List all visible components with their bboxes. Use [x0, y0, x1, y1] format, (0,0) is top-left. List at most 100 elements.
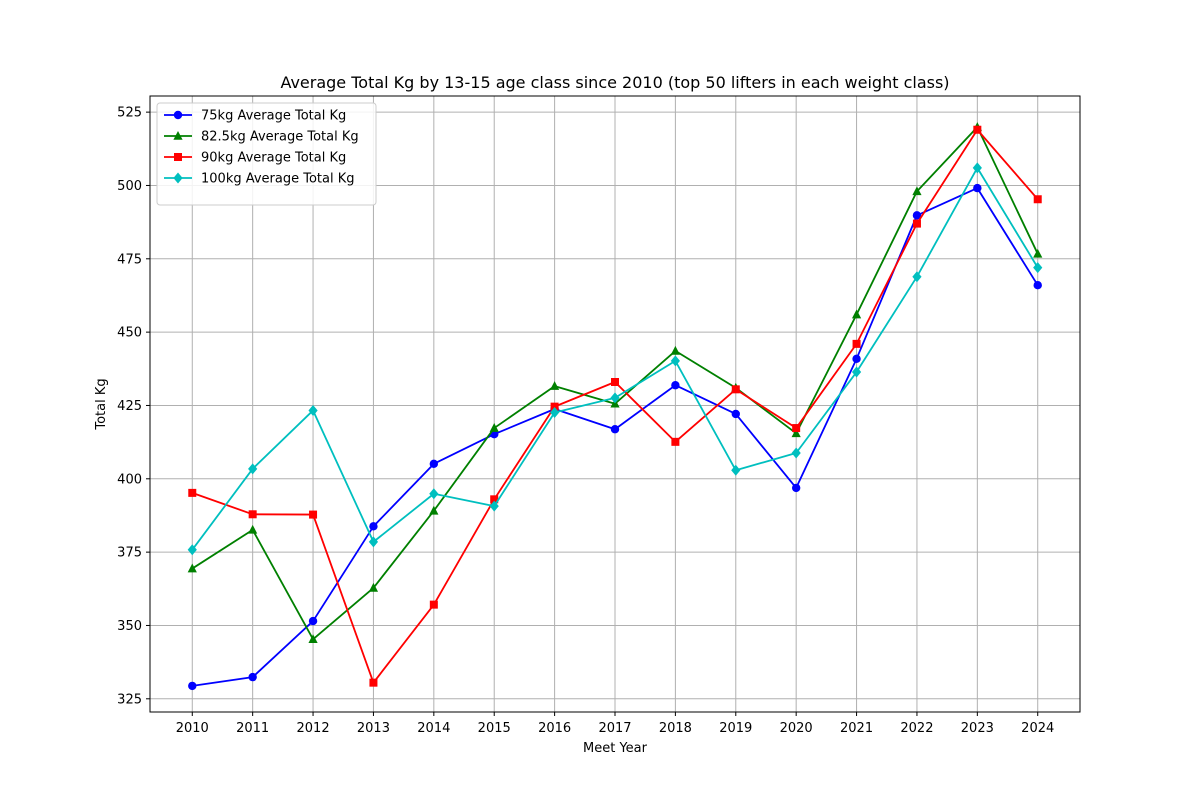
y-tick-label: 450 [117, 326, 142, 341]
data-point [248, 524, 258, 534]
data-point [369, 678, 378, 687]
legend-label: 90kg Average Total Kg [201, 151, 346, 166]
data-series [187, 122, 1043, 691]
legend-marker [173, 131, 183, 140]
chart-title: Average Total Kg by 13-15 age class sinc… [280, 73, 949, 92]
x-axis-label: Meet Year [583, 741, 648, 756]
data-point [791, 483, 801, 493]
x-tick-label: 2012 [297, 721, 330, 736]
data-point [308, 616, 318, 626]
data-point [611, 378, 619, 386]
data-point [912, 271, 922, 283]
data-point [550, 402, 559, 411]
x-tick-label: 2019 [719, 721, 752, 736]
x-tick-label: 2015 [478, 721, 511, 736]
data-point [851, 309, 862, 319]
data-point [490, 495, 499, 504]
data-point [369, 522, 378, 531]
legend-entry: 100kg Average Total Kg [164, 172, 355, 187]
x-tick-label: 2023 [961, 721, 994, 736]
series-3 [188, 125, 1042, 687]
legend-marker [174, 153, 182, 161]
data-point [972, 162, 982, 174]
x-tick-label: 2017 [598, 721, 631, 736]
legend-box [156, 102, 377, 206]
data-point [791, 428, 801, 438]
data-point [1033, 195, 1042, 204]
data-point [429, 505, 439, 515]
data-point [912, 186, 922, 196]
data-point [671, 437, 680, 446]
data-point [429, 488, 439, 500]
y-tick-label: 375 [117, 546, 142, 561]
x-tick-label: 2010 [176, 721, 209, 736]
y-tick-label: 500 [117, 179, 142, 194]
data-point [731, 409, 740, 419]
x-tick-label: 2022 [900, 721, 933, 736]
y-tick-label: 525 [117, 106, 142, 121]
data-point [248, 672, 257, 682]
data-point [1033, 248, 1043, 258]
x-tick-label: 2013 [357, 721, 390, 736]
data-point [670, 355, 680, 367]
data-point [912, 211, 922, 220]
data-point [308, 404, 318, 416]
data-point [852, 339, 861, 348]
data-point [671, 381, 680, 390]
data-point [489, 500, 499, 512]
y-tick-label: 350 [117, 619, 142, 634]
legend-entry: 75kg Average Total Kg [164, 109, 346, 124]
legend-label: 82.5kg Average Total Kg [201, 130, 359, 145]
data-point [188, 488, 197, 497]
series-4 [187, 162, 1043, 556]
legend-marker [173, 172, 183, 184]
legend-label: 100kg Average Total Kg [201, 172, 355, 187]
x-tick-label: 2016 [538, 721, 571, 736]
x-tick-label: 2011 [236, 721, 269, 736]
y-tick-label: 400 [117, 472, 142, 487]
legend-entry: 90kg Average Total Kg [164, 151, 346, 166]
legend-marker [173, 110, 183, 120]
data-point [731, 464, 741, 476]
x-tick-label: 2014 [417, 721, 450, 736]
x-tick-label: 2018 [659, 721, 692, 736]
data-point [791, 447, 801, 459]
data-point [489, 423, 499, 432]
data-point [610, 425, 620, 434]
data-point [309, 510, 318, 519]
data-point [187, 563, 197, 573]
y-tick-label: 325 [117, 692, 142, 707]
data-point [792, 424, 801, 433]
axis-ticks: 2010 2011 2012 2013 2014 2015 2016 2017 2018 2019… [117, 106, 1054, 736]
data-point [973, 125, 982, 134]
data-point [670, 345, 680, 355]
data-point [731, 385, 740, 394]
legend-label: 75kg Average Total Kg [201, 109, 346, 124]
y-axis-label: Total Kg [94, 378, 109, 430]
data-point [550, 381, 560, 390]
legend: 75kg Average Total Kg 82.5kg Average Tota… [156, 102, 377, 206]
data-point [973, 183, 982, 193]
data-point [308, 634, 318, 644]
data-point [188, 681, 197, 691]
y-tick-label: 425 [117, 399, 142, 414]
data-point [187, 544, 197, 556]
data-point [248, 463, 258, 475]
data-point [1033, 281, 1042, 290]
data-point [429, 459, 439, 469]
data-point [610, 392, 620, 404]
data-point [429, 600, 438, 609]
data-point [851, 366, 862, 378]
x-tick-label: 2024 [1021, 721, 1054, 736]
grid-lines [150, 96, 1080, 712]
legend-entry: 82.5kg Average Total Kg [164, 130, 359, 145]
data-point [852, 354, 861, 364]
y-tick-label: 475 [117, 252, 142, 267]
data-point [550, 407, 560, 419]
data-point [368, 582, 379, 592]
x-tick-label: 2020 [780, 721, 813, 736]
data-point [368, 536, 379, 548]
data-point [912, 219, 921, 228]
data-point [248, 510, 257, 519]
